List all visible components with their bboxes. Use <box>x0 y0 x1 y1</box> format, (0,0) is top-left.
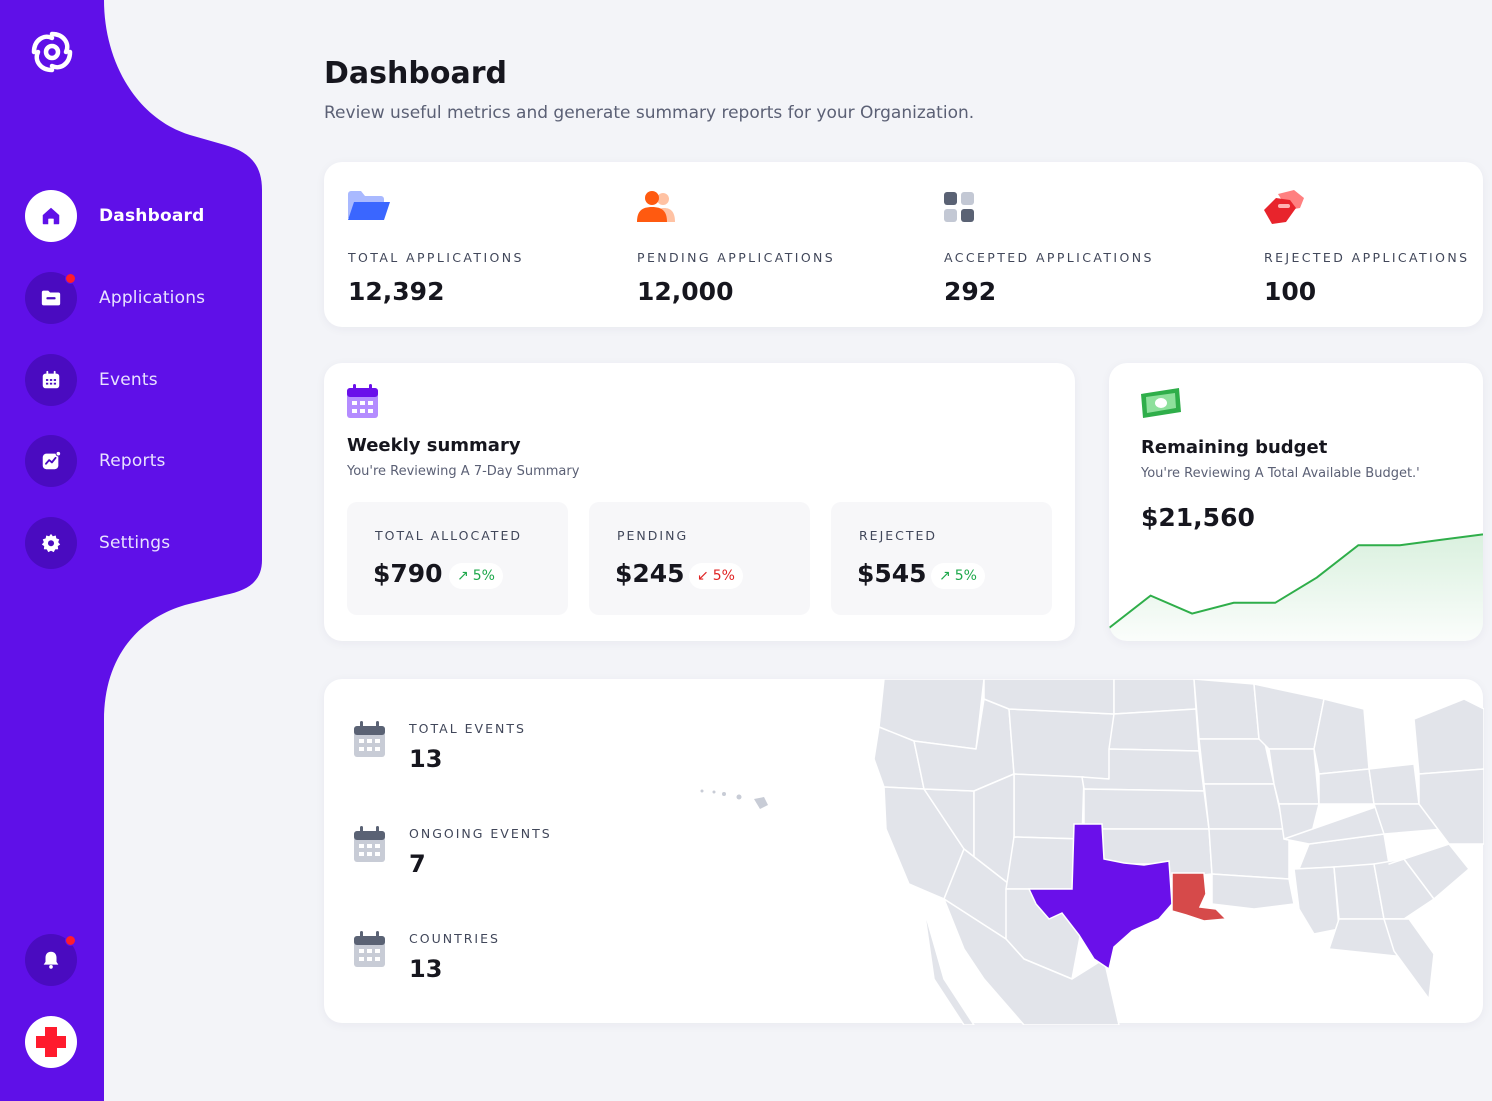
stat-label: ACCEPTED APPLICATIONS <box>944 250 1154 265</box>
sidebar-item-reports[interactable]: Reports <box>25 435 255 487</box>
sidebar-item-label: Dashboard <box>99 206 205 226</box>
summary-value: $790 <box>373 559 443 588</box>
arrow-up-right-icon: ↗ <box>939 568 951 584</box>
summary-total-allocated: TOTAL ALLOCATED $790 ↗ 5% <box>347 502 568 615</box>
weekly-summary-card: Weekly summary You're Reviewing A 7-Day … <box>324 363 1075 641</box>
calendar-icon <box>354 826 385 862</box>
folder-icon <box>25 272 77 324</box>
chart-icon <box>25 435 77 487</box>
summary-rejected: REJECTED $545 ↗ 5% <box>831 502 1052 615</box>
stat-label: REJECTED APPLICATIONS <box>1264 250 1470 265</box>
summary-label: PENDING <box>617 528 689 543</box>
card-title: Weekly summary <box>347 435 521 456</box>
sidebar-item-events[interactable]: Events <box>25 354 255 406</box>
stat-label: PENDING APPLICATIONS <box>637 250 836 265</box>
page-subtitle: Review useful metrics and generate summa… <box>324 103 975 123</box>
calendar-icon <box>347 384 378 418</box>
calendar-icon <box>354 931 385 967</box>
summary-label: TOTAL ALLOCATED <box>375 528 522 543</box>
arrow-up-right-icon: ↗ <box>457 568 469 584</box>
notifications-button[interactable] <box>25 934 77 986</box>
stat-value: 12,000 <box>637 277 734 306</box>
money-icon <box>1141 388 1181 418</box>
change-badge: ↗ 5% <box>931 563 985 589</box>
red-cross-icon <box>36 1027 66 1057</box>
gear-icon <box>25 517 77 569</box>
event-value: 7 <box>409 850 426 878</box>
applications-stats-card: TOTAL APPLICATIONS 12,392 PENDING APPLIC… <box>324 162 1483 327</box>
stat-value: 12,392 <box>348 277 445 306</box>
hand-icon <box>1264 190 1304 224</box>
stat-pending-applications: PENDING APPLICATIONS 12,000 <box>637 190 835 306</box>
sidebar-item-label: Applications <box>99 288 206 308</box>
sidebar-item-settings[interactable]: Settings <box>25 517 255 569</box>
budget-trend-chart <box>1109 533 1483 641</box>
usa-map <box>700 679 1484 1025</box>
bell-icon <box>43 951 59 969</box>
event-value: 13 <box>409 745 443 773</box>
arrow-down-left-icon: ↙ <box>697 568 709 584</box>
folder-icon <box>348 191 390 220</box>
sidebar-item-label: Events <box>99 370 158 390</box>
card-subtitle: You're Reviewing A 7-Day Summary <box>347 464 580 479</box>
summary-value: $545 <box>857 559 927 588</box>
summary-label: REJECTED <box>859 528 938 543</box>
stat-rejected-applications: REJECTED APPLICATIONS 100 <box>1264 190 1469 306</box>
event-label: COUNTRIES <box>409 931 500 946</box>
event-label: ONGOING EVENTS <box>409 826 552 841</box>
change-badge: ↙ 5% <box>689 563 743 589</box>
stat-value: 292 <box>944 277 997 306</box>
stat-accepted-applications: ACCEPTED APPLICATIONS 292 <box>944 190 1154 306</box>
stat-total-applications: TOTAL APPLICATIONS 12,392 <box>348 190 524 306</box>
organization-avatar[interactable] <box>25 1016 77 1068</box>
summary-pending: PENDING $245 ↙ 5% <box>589 502 810 615</box>
stat-label: TOTAL APPLICATIONS <box>348 250 524 265</box>
card-title: Remaining budget <box>1141 437 1328 458</box>
spiral-logo-icon[interactable] <box>28 28 76 76</box>
home-icon <box>25 190 77 242</box>
budget-value: $21,560 <box>1141 503 1255 532</box>
sidebar-item-dashboard[interactable]: Dashboard <box>25 190 255 242</box>
event-value: 13 <box>409 955 443 983</box>
sidebar-item-applications[interactable]: Applications <box>25 272 255 324</box>
users-icon <box>637 191 675 222</box>
sidebar-item-label: Reports <box>99 451 166 471</box>
calendar-icon <box>354 721 385 757</box>
grid-icon <box>944 192 974 222</box>
change-badge: ↗ 5% <box>449 563 503 589</box>
sidebar-item-label: Settings <box>99 533 171 553</box>
stat-value: 100 <box>1264 277 1317 306</box>
remaining-budget-card: Remaining budget You're Reviewing A Tota… <box>1109 363 1483 641</box>
page-title: Dashboard <box>324 56 507 91</box>
budget-trend-line <box>1109 533 1483 629</box>
notification-badge <box>65 273 76 284</box>
notification-badge <box>65 935 76 946</box>
budget-trend-area <box>1109 534 1483 641</box>
calendar-icon <box>25 354 77 406</box>
card-subtitle: You're Reviewing A Total Available Budge… <box>1141 466 1420 481</box>
summary-value: $245 <box>615 559 685 588</box>
events-map-card: TOTAL EVENTS 13 ONGOING EVENTS 7 COUNTRI… <box>324 679 1484 1025</box>
event-label: TOTAL EVENTS <box>409 721 526 736</box>
